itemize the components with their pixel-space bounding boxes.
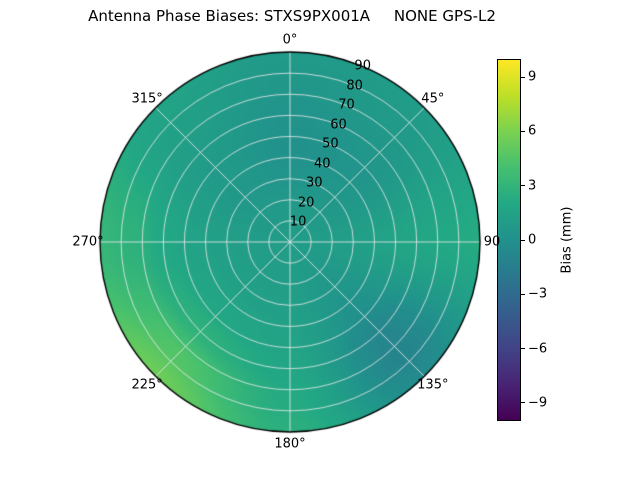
theta-tick-label: 180° (274, 436, 306, 452)
theta-tick-label: 270° (72, 234, 104, 250)
radial-tick-label: 20 (297, 195, 315, 211)
colorbar-tick-mark (521, 239, 525, 241)
chart-title: Antenna Phase Biases: STXS9PX001A NONE G… (88, 7, 496, 25)
colorbar-tick-label: −9 (528, 395, 548, 411)
colorbar-tick-mark (521, 185, 525, 187)
radial-tick-label: 80 (346, 78, 363, 94)
colorbar-tick-label: 0 (528, 232, 537, 248)
colorbar-tick-label: 3 (528, 178, 537, 194)
colorbar-tick-mark (521, 76, 525, 78)
colorbar-tick-label: −6 (528, 341, 548, 357)
theta-tick-label: 225° (131, 377, 163, 393)
theta-tick-label: 315° (131, 91, 163, 107)
theta-tick-label: 135° (417, 377, 449, 393)
radial-tick-label: 70 (338, 97, 355, 113)
colorbar-tick-mark (521, 348, 525, 350)
colorbar-axis-label: Bias (mm) (559, 206, 575, 274)
colorbar-tick-mark (521, 293, 525, 295)
radial-tick-label: 90 (354, 58, 371, 74)
colorbar-tick-mark (521, 402, 525, 404)
theta-tick-label: 90 (483, 234, 501, 250)
colorbar-tick-label: −3 (528, 286, 548, 302)
radial-tick-label: 50 (322, 136, 339, 152)
theta-tick-label: 0° (282, 32, 298, 48)
radial-tick-label: 40 (314, 156, 331, 172)
radial-tick-label: 60 (330, 117, 347, 133)
radial-tick-label: 30 (305, 175, 323, 191)
theta-tick-label: 45° (421, 91, 445, 107)
radial-tick-label: 10 (289, 214, 307, 230)
colorbar (497, 59, 521, 421)
colorbar-tick-label: 6 (528, 123, 537, 139)
colorbar-tick-label: 9 (528, 69, 537, 85)
colorbar-tick-mark (521, 130, 525, 132)
